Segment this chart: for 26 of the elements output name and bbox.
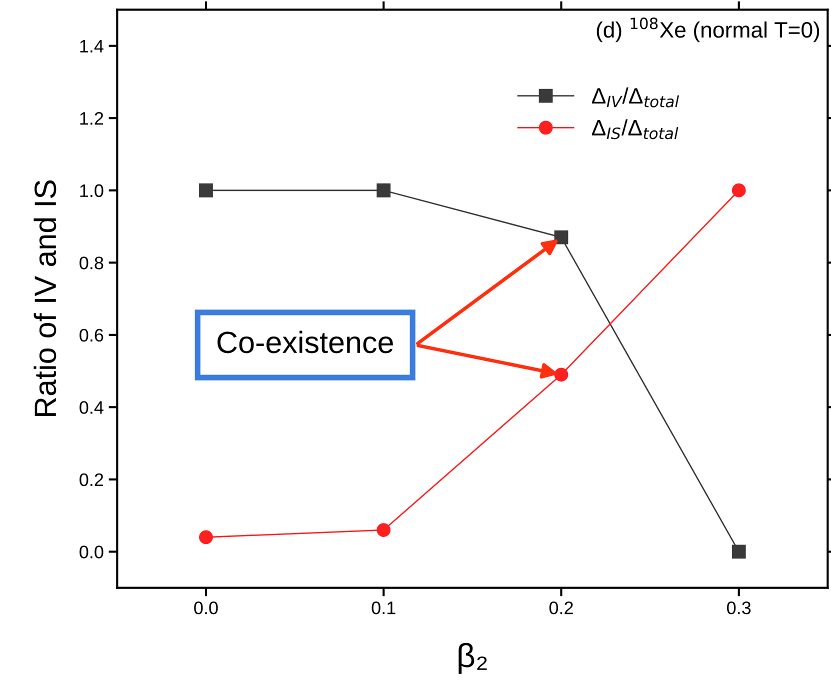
x-axis-title: β₂	[458, 642, 487, 674]
x-tick-label: 0.1	[372, 601, 396, 614]
point	[376, 183, 391, 198]
point	[732, 544, 746, 559]
legend-label: Δ$_{IV}$/Δ$_{total}$	[592, 87, 679, 108]
y-tick-label: 1.0	[80, 184, 104, 198]
point	[376, 523, 391, 537]
y-tick-label: 0.6	[80, 328, 104, 342]
x-tick-label: 0.3	[727, 601, 751, 614]
point	[732, 183, 746, 198]
y-tick-label: 0.4	[80, 401, 104, 414]
annotation: Co-existence	[218, 330, 393, 354]
y-tick-label: 1.4	[80, 40, 104, 52]
point	[554, 368, 568, 382]
point	[554, 230, 568, 244]
x-tick-label: 0.0	[194, 601, 218, 614]
annotation: (d) $^{108}$Xe (normal T=0)	[596, 18, 820, 42]
y-tick-label: 0.8	[80, 256, 104, 270]
y-tick-label: 0.2	[80, 473, 104, 486]
x-tick-label: 0.2	[549, 601, 573, 614]
y-axis-title: Ratio of IV and IS	[34, 180, 56, 416]
y-tick-label: 1.2	[80, 112, 104, 125]
legend-label: Δ$_{IS}$/Δ$_{total}$	[592, 119, 678, 140]
y-tick-label: 0.0	[80, 546, 104, 558]
point	[199, 183, 213, 198]
point	[199, 530, 213, 544]
